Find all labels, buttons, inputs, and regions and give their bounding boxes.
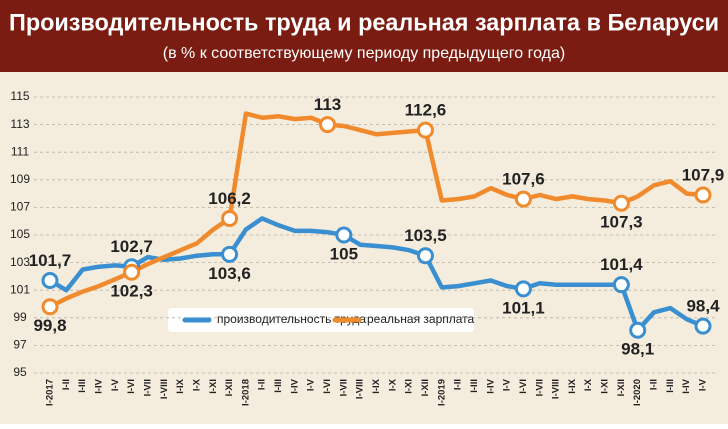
point-marker xyxy=(694,186,712,204)
x-tick-label: I-IV xyxy=(289,378,300,393)
value-label: 103,5 xyxy=(404,226,447,245)
y-tick-label: 111 xyxy=(11,144,30,158)
point-marker xyxy=(416,121,434,139)
legend-label: реальная зарплата xyxy=(367,312,475,326)
x-tick-label: I-XII xyxy=(224,379,235,396)
y-tick-label: 99 xyxy=(13,310,27,324)
value-label: 106,2 xyxy=(208,189,251,208)
value-label: 98,4 xyxy=(686,297,720,316)
point-marker xyxy=(416,247,434,265)
y-tick-label: 109 xyxy=(10,172,30,186)
x-tick-label: I-IV xyxy=(681,378,692,393)
value-label: 101,4 xyxy=(600,255,643,274)
x-tick-label: I-XII xyxy=(420,379,431,396)
value-label: 98,1 xyxy=(621,340,654,359)
x-tick-label: I-2018 xyxy=(240,379,251,406)
y-tick-label: 101 xyxy=(10,282,30,296)
point-marker xyxy=(612,276,630,294)
value-label: 102,3 xyxy=(110,282,153,301)
point-marker xyxy=(221,245,239,263)
x-tick-label: I-VII xyxy=(338,379,349,396)
x-tick-label: I-V xyxy=(502,378,513,391)
value-label: 101,1 xyxy=(502,298,545,317)
value-label: 102,7 xyxy=(110,237,153,256)
y-tick-label: 103 xyxy=(10,255,30,269)
x-tick-label: I-VIII xyxy=(551,379,562,399)
value-label: 107,6 xyxy=(502,170,545,189)
x-tick-label: I-IV xyxy=(93,378,104,393)
x-tick-label: I-2020 xyxy=(632,379,643,406)
value-label: 101,7 xyxy=(29,251,72,270)
y-tick-label: 115 xyxy=(10,89,29,103)
chart-title: Производительность труда и реальная зарп… xyxy=(9,9,719,36)
point-marker xyxy=(629,321,647,339)
x-tick-label: I-X xyxy=(191,378,202,391)
x-tick-label: I-X xyxy=(387,378,398,391)
point-marker xyxy=(514,190,532,208)
y-tick-label: 95 xyxy=(13,365,27,379)
y-tick-label: 107 xyxy=(10,200,30,214)
x-tick-label: I-XI xyxy=(404,379,415,394)
x-tick-label: I-VII xyxy=(142,379,153,396)
x-tick-label: I-II xyxy=(61,379,72,390)
point-marker xyxy=(319,116,337,134)
x-tick-label: I-IX xyxy=(371,378,382,393)
x-tick-label: I-III xyxy=(77,379,88,393)
x-tick-label: I-III xyxy=(665,379,676,393)
x-tick-label: I-III xyxy=(469,379,480,393)
x-tick-label: I-III xyxy=(273,379,284,393)
x-tick-label: I-IX xyxy=(567,378,578,393)
x-tick-label: I-II xyxy=(257,379,268,390)
x-tick-label: I-IX xyxy=(175,378,186,393)
legend-label: производительность труда xyxy=(217,312,366,326)
header xyxy=(0,0,728,72)
x-tick-label: I-VIII xyxy=(159,379,170,399)
point-marker xyxy=(123,263,141,281)
point-marker xyxy=(335,226,353,244)
x-tick-label: I-V xyxy=(698,378,709,391)
value-label: 107,3 xyxy=(600,213,643,232)
x-tick-label: I-V xyxy=(306,378,317,391)
value-label: 99,8 xyxy=(33,316,66,335)
point-marker xyxy=(514,280,532,298)
point-marker xyxy=(694,317,712,335)
legend xyxy=(168,308,474,332)
value-label: 113 xyxy=(314,95,341,114)
y-tick-label: 113 xyxy=(10,117,29,131)
x-tick-label: I-IV xyxy=(485,378,496,393)
line-series xyxy=(47,111,706,310)
x-tick-label: I-XII xyxy=(616,379,627,396)
value-label: 107,9 xyxy=(682,165,725,184)
x-tick-label: I-II xyxy=(649,379,660,390)
x-tick-label: I-X xyxy=(583,378,594,391)
x-tick-label: I-VI xyxy=(518,379,529,394)
point-marker xyxy=(41,298,59,316)
x-tick-label: I-VI xyxy=(322,379,333,394)
point-marker xyxy=(221,209,239,227)
x-tick-label: I-V xyxy=(110,378,121,391)
x-tick-label: I-XI xyxy=(208,379,219,394)
value-label: 103,6 xyxy=(208,264,251,283)
y-tick-label: 105 xyxy=(10,227,30,241)
point-marker xyxy=(612,194,630,212)
x-tick-label: I-II xyxy=(453,379,464,390)
value-label: 112,6 xyxy=(405,101,447,120)
x-tick-label: I-XI xyxy=(600,379,611,394)
x-tick-label: I-VII xyxy=(534,379,545,396)
y-tick-label: 97 xyxy=(13,338,27,352)
chart-subtitle: (в % к соответствующему периоду предыдущ… xyxy=(163,45,565,62)
x-tick-label: I-2017 xyxy=(45,379,56,406)
value-label: 105 xyxy=(330,244,358,263)
x-tick-label: I-VI xyxy=(126,379,137,394)
x-tick-label: I-VIII xyxy=(355,379,366,399)
point-marker xyxy=(41,272,59,290)
x-tick-label: I-2019 xyxy=(436,379,447,406)
